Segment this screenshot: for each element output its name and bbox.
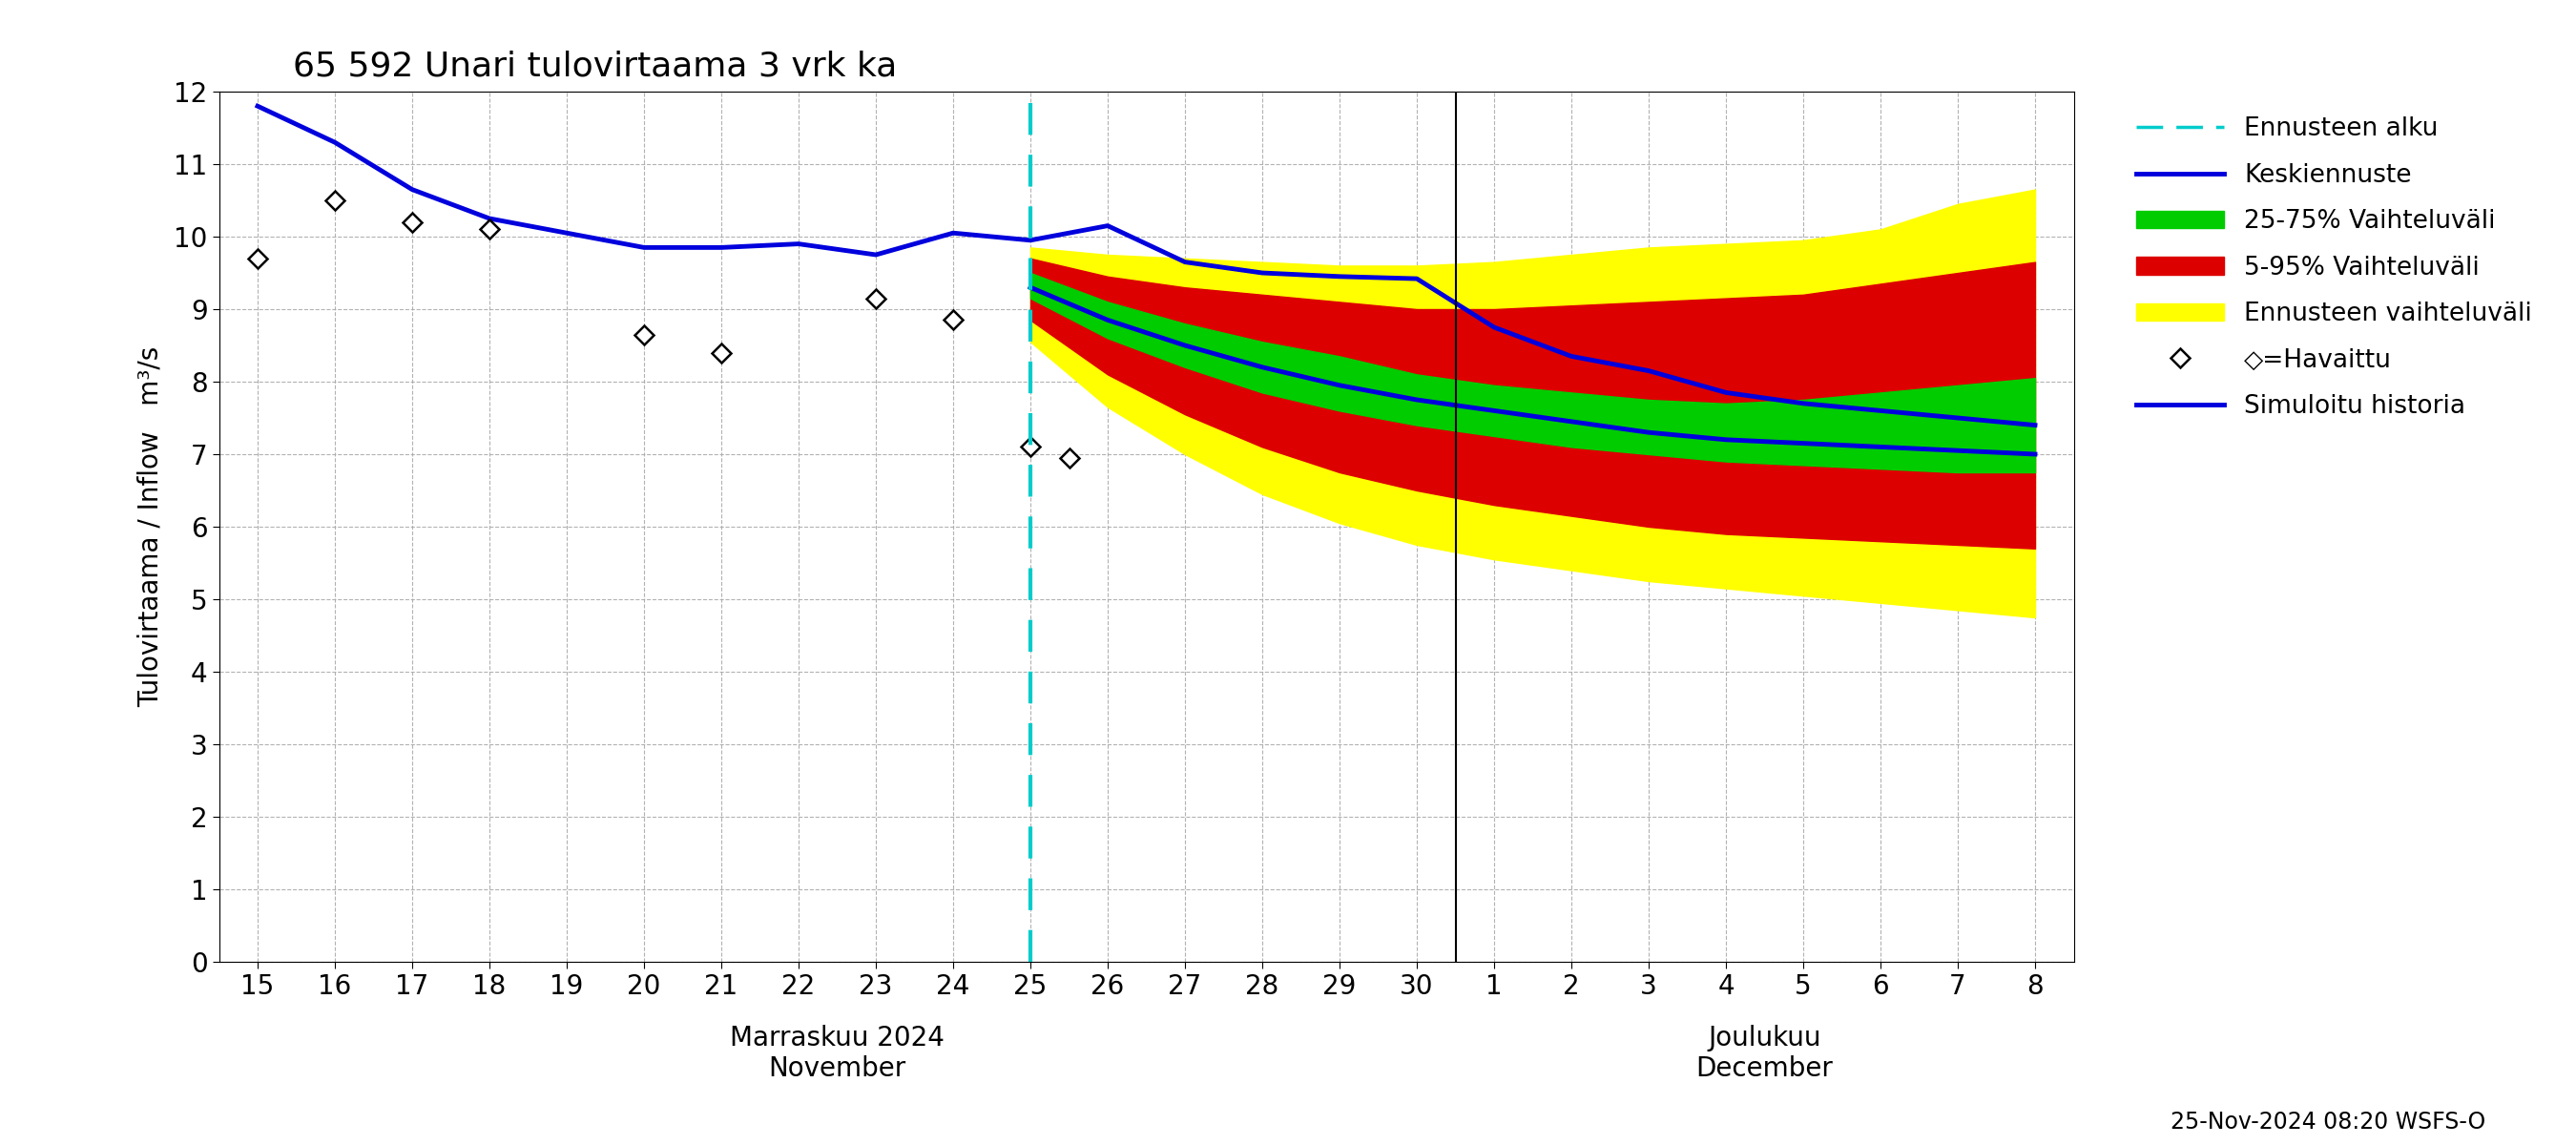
Text: 25-Nov-2024 08:20 WSFS-O: 25-Nov-2024 08:20 WSFS-O — [2172, 1111, 2486, 1134]
Y-axis label: Tulovirtaama / Inflow   m³/s: Tulovirtaama / Inflow m³/s — [137, 346, 162, 708]
Text: 65 592 Unari tulovirtaama 3 vrk ka: 65 592 Unari tulovirtaama 3 vrk ka — [294, 50, 896, 82]
Text: Marraskuu 2024
November: Marraskuu 2024 November — [729, 1025, 945, 1082]
Legend: Ennusteen alku, Keskiennuste, 25-75% Vaihteluväli, 5-95% Vaihteluväli, Ennusteen: Ennusteen alku, Keskiennuste, 25-75% Vai… — [2123, 104, 2545, 432]
Text: Joulukuu
December: Joulukuu December — [1695, 1025, 1834, 1082]
